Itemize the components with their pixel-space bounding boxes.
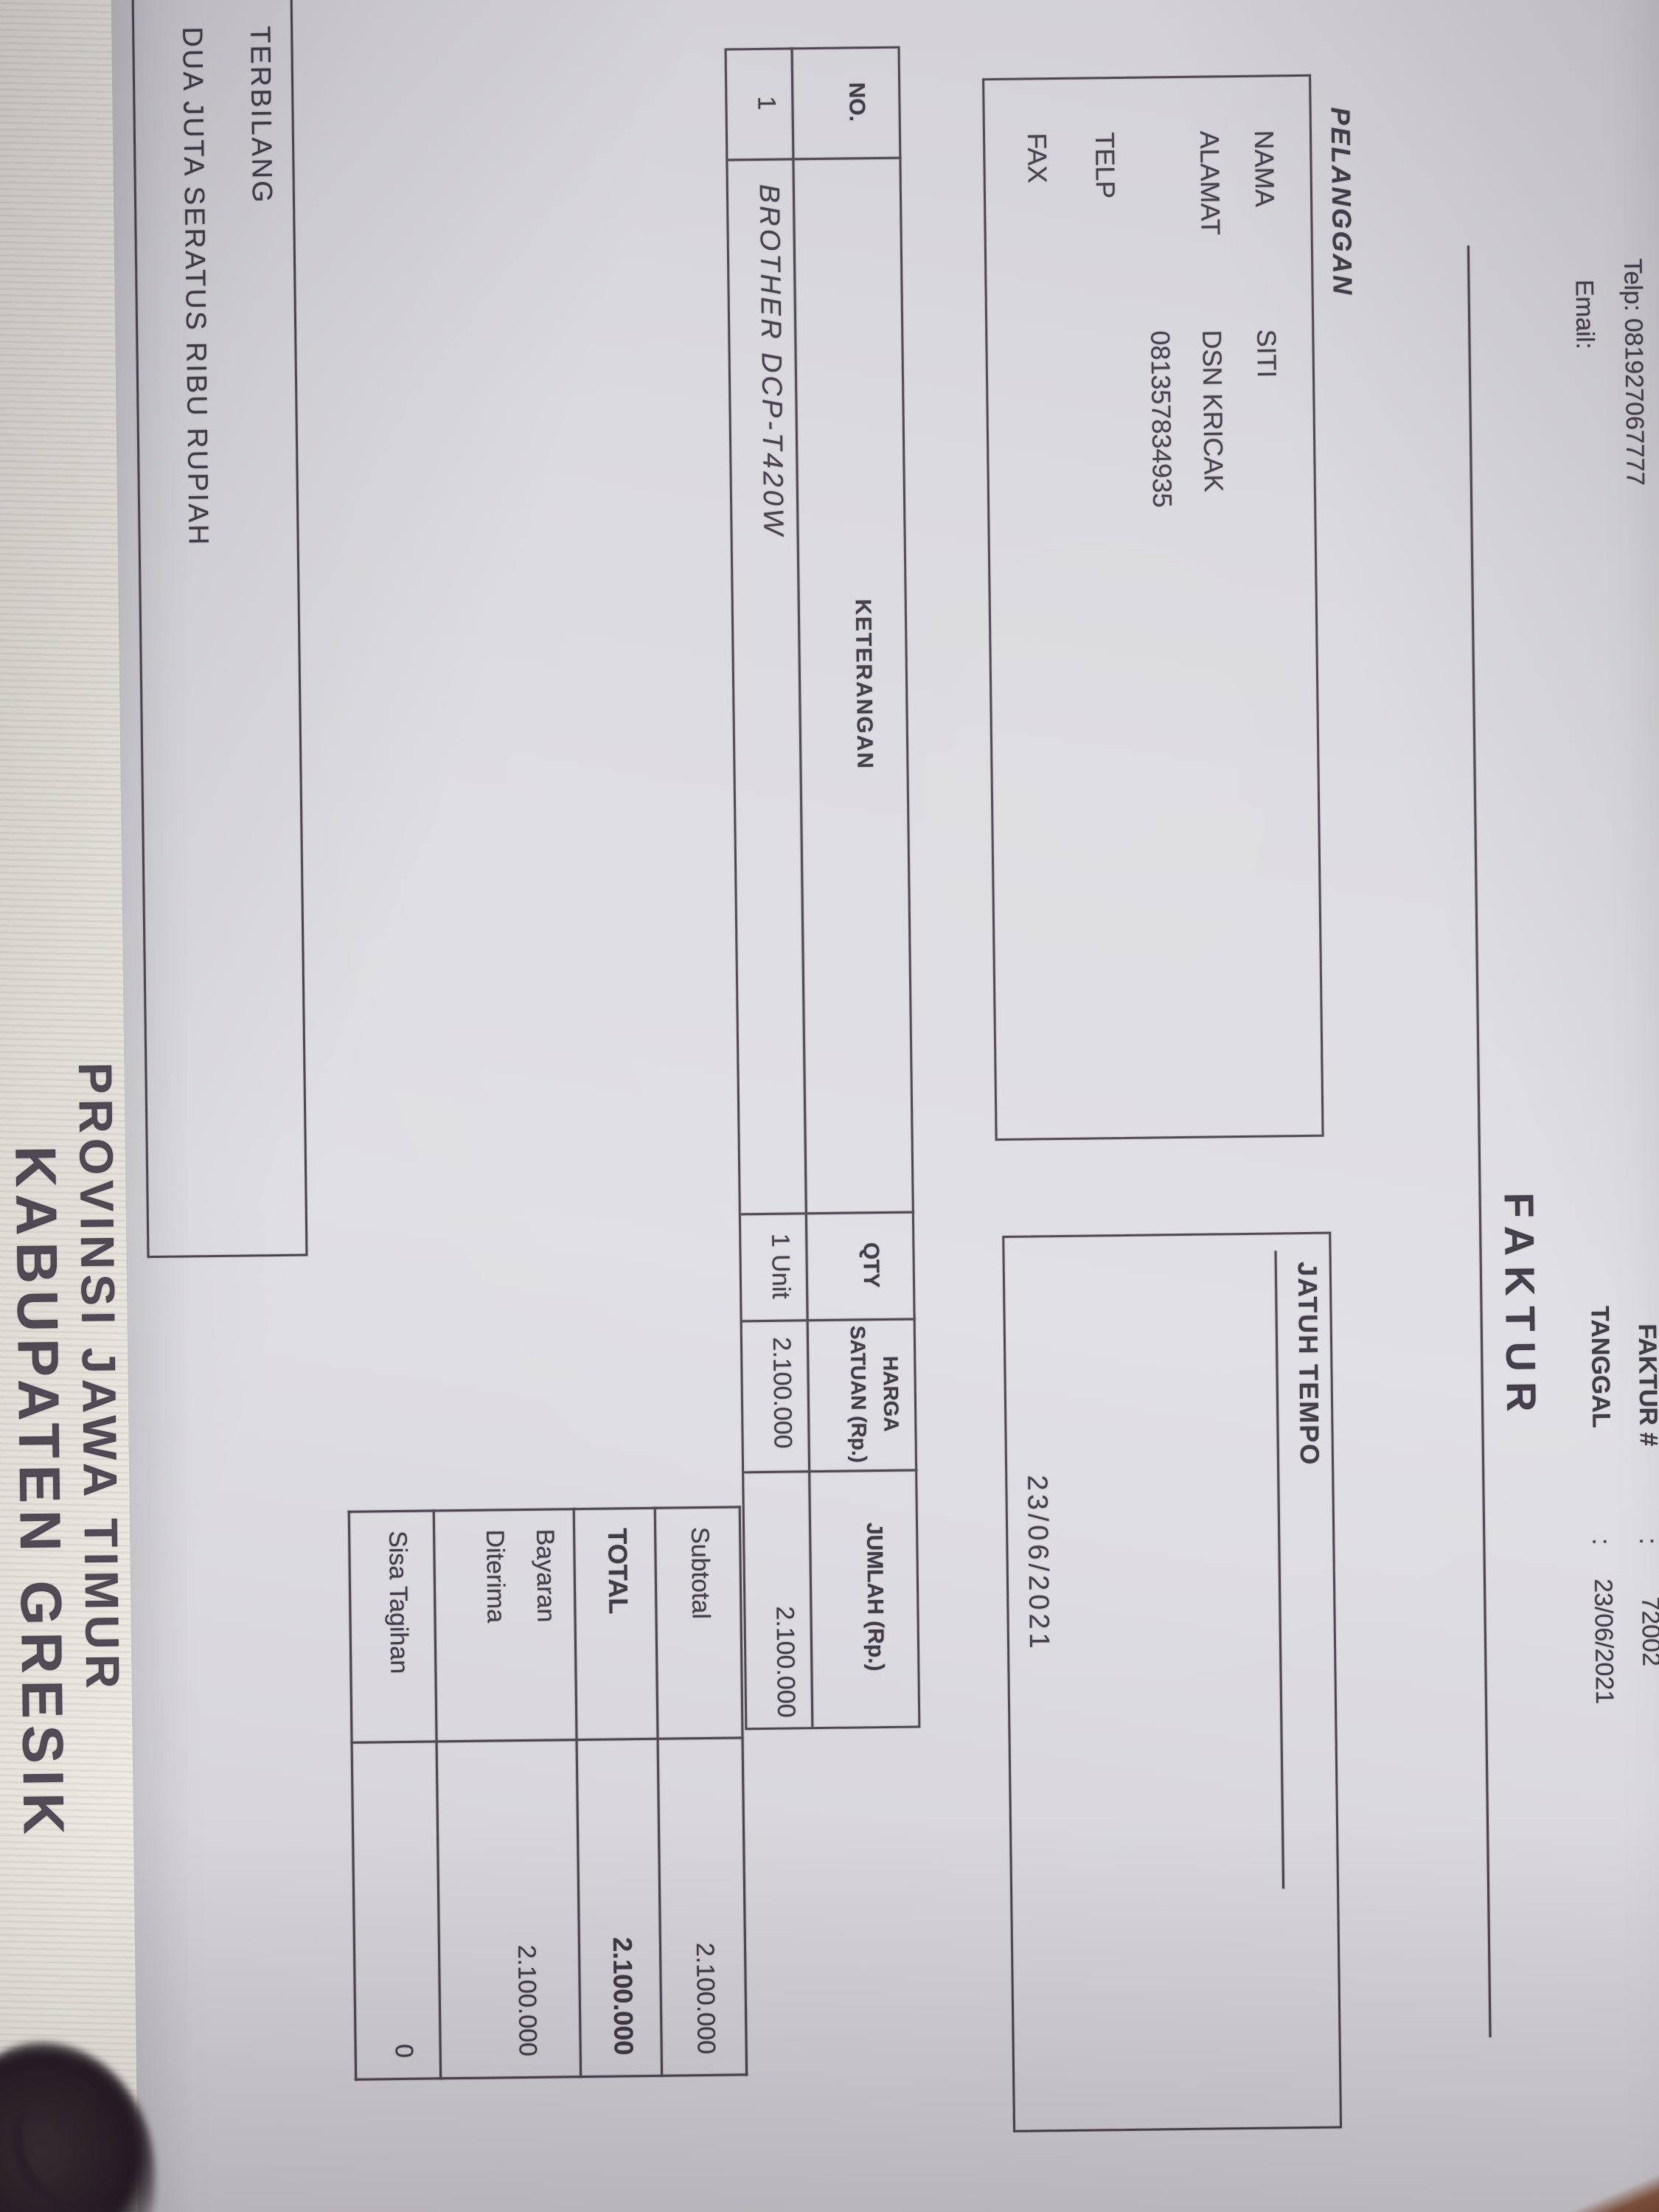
terbilang-text: DUA JUTA SERATUS RIBU RUPIAH (176, 27, 214, 548)
telp-label: TELP (1089, 131, 1121, 199)
subtotal-value: 2.100.000 (690, 1942, 720, 2055)
tanggal-value: 23/06/2021 (1588, 1578, 1619, 1705)
header-harga-line2: SATUAN (Rp.) (846, 1325, 871, 1464)
underlying-doc-line1: PROVINSI JAWA TIMUR (69, 1062, 130, 1694)
company-telp: Telp: 081927067777 (1618, 258, 1649, 486)
nama-value: SITI (1251, 329, 1283, 378)
totals-line-2 (572, 1508, 582, 2079)
totals-value-sep (350, 1736, 744, 1744)
totals-line-3 (432, 1509, 442, 2080)
header-no: NO. (844, 82, 869, 122)
subtotal-label: Subtotal (686, 1526, 715, 1620)
terbilang-label: TERBILANG (244, 25, 278, 205)
total-value: 2.100.000 (607, 1936, 639, 2056)
total-label: TOTAL (602, 1528, 634, 1615)
jatuh-tempo-date: 23/06/2021 (1021, 1475, 1055, 1652)
row-no: 1 (752, 96, 781, 111)
invoice-content: Telp: 081927067777 FAKTUR # : 72002 Emai… (111, 0, 1659, 2212)
alamat-value: DSN KRICAK (1197, 330, 1229, 493)
faktur-number-value: 72002 (1636, 1596, 1659, 1667)
company-email: Email: (1570, 279, 1599, 349)
row-harga-satuan: 2.100.000 (767, 1337, 797, 1449)
alamat-label: ALAMAT (1194, 131, 1226, 236)
header-harga-line1: HARGA (879, 1355, 903, 1432)
fax-label: FAX (1021, 133, 1053, 184)
totals-right-border (355, 2073, 748, 2081)
pelanggan-section-label: PELANGGAN (1325, 107, 1358, 297)
underlying-doc-line2: KABUPATEN GRESIK (3, 1145, 77, 1842)
header-jumlah: JUMLAH (Rp.) (861, 1522, 888, 1672)
tanggal-colon: : (1587, 1537, 1615, 1545)
terbilang-box (131, 0, 308, 1259)
header-qty: QTY (858, 1242, 884, 1288)
faktur-number-colon: : (1634, 1537, 1659, 1545)
invoice-sheet: Telp: 081927067777 FAKTUR # : 72002 Emai… (110, 0, 1659, 2212)
nama-label: NAMA (1248, 130, 1281, 207)
sisa-tagihan-label: Sisa Tagihan (383, 1530, 414, 1674)
row-jumlah: 2.100.000 (771, 1606, 801, 1718)
jatuh-tempo-label: JATUH TEMPO (1292, 1261, 1326, 1467)
alamat-line2-value: 081357834935 (1145, 330, 1178, 508)
sisa-tagihan-value: 0 (389, 2043, 418, 2059)
faktur-number-label: FAKTUR # (1632, 1324, 1659, 1447)
bayaran-label: Bayaran (531, 1528, 560, 1623)
tanggal-label: TANGGAL (1585, 1305, 1615, 1428)
totals-left-border (347, 1506, 741, 1513)
row-keterangan: BROTHER DCP-T420W (753, 184, 789, 538)
jatuh-tempo-box (1002, 1231, 1343, 2132)
invoice-title: FAKTUR (1495, 1192, 1545, 1422)
totals-line-1 (653, 1506, 664, 2077)
pelanggan-box (982, 74, 1324, 1141)
header-rule (1467, 246, 1492, 2038)
bayaran-value: 2.100.000 (512, 1944, 542, 2057)
diterima-label: Diterima (481, 1529, 510, 1624)
totals-line-bottom (347, 1510, 358, 2081)
